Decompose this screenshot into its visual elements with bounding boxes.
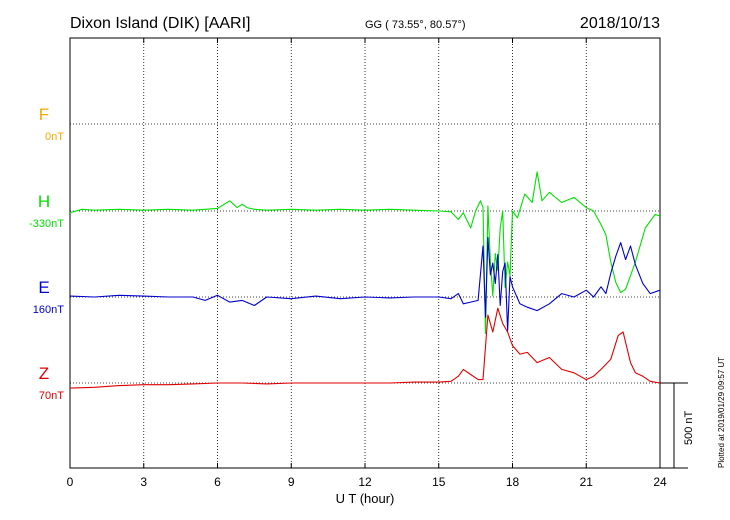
scale-bar: 500 nT: [660, 382, 695, 469]
channel-label-h: H: [38, 192, 50, 211]
x-axis-title: U T (hour): [336, 491, 395, 506]
channel-baseline-z: 70nT: [39, 390, 64, 402]
channel-labels: F 0nT H -330nT E 160nT Z 70nT: [29, 105, 64, 402]
series-line-e: [69, 236, 661, 332]
series-line-z: [69, 307, 661, 389]
x-tick-label: 12: [358, 475, 372, 489]
channel-baseline-f: 0nT: [45, 131, 64, 143]
channel-label-e: E: [38, 278, 49, 297]
x-tick-label: 3: [140, 475, 147, 489]
x-tick-label: 21: [580, 475, 594, 489]
x-axis: 0 3 6 9 12 15 18 21 24: [67, 38, 667, 489]
x-tick-label: 15: [432, 475, 446, 489]
x-tick-label: 24: [653, 475, 667, 489]
grid: [70, 38, 660, 468]
plot-area: [69, 37, 661, 469]
channel-baseline-e: 160nT: [33, 304, 64, 316]
scale-bar-label: 500 nT: [683, 410, 695, 445]
series-layer: [69, 171, 661, 389]
chart-date: 2018/10/13: [580, 15, 660, 32]
plotted-at-note: Plotted at 2019/01/29 09:57 UT: [717, 357, 726, 468]
series-line-h: [69, 171, 661, 334]
channel-label-f: F: [39, 105, 49, 124]
x-tick-label: 0: [67, 475, 74, 489]
channel-baseline-h: -330nT: [29, 218, 64, 230]
x-tick-label: 18: [506, 475, 520, 489]
station-coordinates: GG ( 73.55°, 80.57°): [365, 19, 466, 31]
x-tick-label: 6: [214, 475, 221, 489]
x-tick-label: 9: [288, 475, 295, 489]
channel-label-z: Z: [39, 364, 49, 383]
station-title: Dixon Island (DIK) [AARI]: [70, 15, 251, 32]
